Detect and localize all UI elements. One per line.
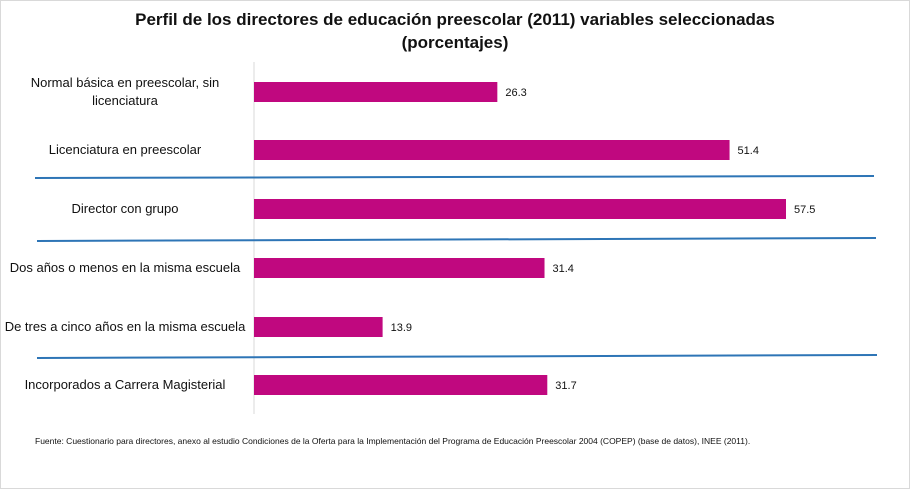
category-label-3: Director con grupo — [71, 201, 179, 216]
group-separators — [34, 175, 878, 359]
bar-3 — [254, 199, 786, 219]
category-label-6: Incorporados a Carrera Magisterial — [24, 377, 226, 392]
category-label-2: Licenciatura en preescolar — [48, 142, 202, 157]
bars — [254, 82, 786, 395]
separator-line-2 — [36, 237, 877, 242]
value-label-4: 31.4 — [553, 263, 574, 275]
source-note: Fuente: Cuestionario para directores, an… — [35, 436, 751, 446]
separator-line-1 — [34, 175, 875, 179]
bar-5 — [254, 317, 383, 337]
value-labels: 26.3 51.4 57.5 31.4 13.9 31.7 — [391, 87, 816, 392]
chart-title-main: Perfil de los directores de educación pr… — [135, 10, 775, 29]
category-label-1: Normal básica en preescolar, sin licenci… — [30, 75, 220, 108]
value-label-2: 51.4 — [738, 145, 759, 157]
chart-title: Perfil de los directores de educación pr… — [0, 8, 910, 54]
bar-6 — [254, 375, 548, 395]
category-label-4: Dos años o menos en la misma escuela — [9, 260, 241, 275]
value-label-3: 57.5 — [794, 204, 815, 216]
bar-4 — [254, 258, 545, 278]
category-label-5: De tres a cinco años en la misma escuela — [4, 319, 246, 334]
bar-2 — [254, 140, 730, 160]
value-label-6: 31.7 — [555, 380, 576, 392]
chart-subtitle: (porcentajes) — [401, 33, 509, 52]
value-label-1: 26.3 — [505, 87, 526, 99]
separator-line-3 — [36, 354, 878, 359]
value-label-5: 13.9 — [391, 322, 412, 334]
bar-1 — [254, 82, 498, 102]
